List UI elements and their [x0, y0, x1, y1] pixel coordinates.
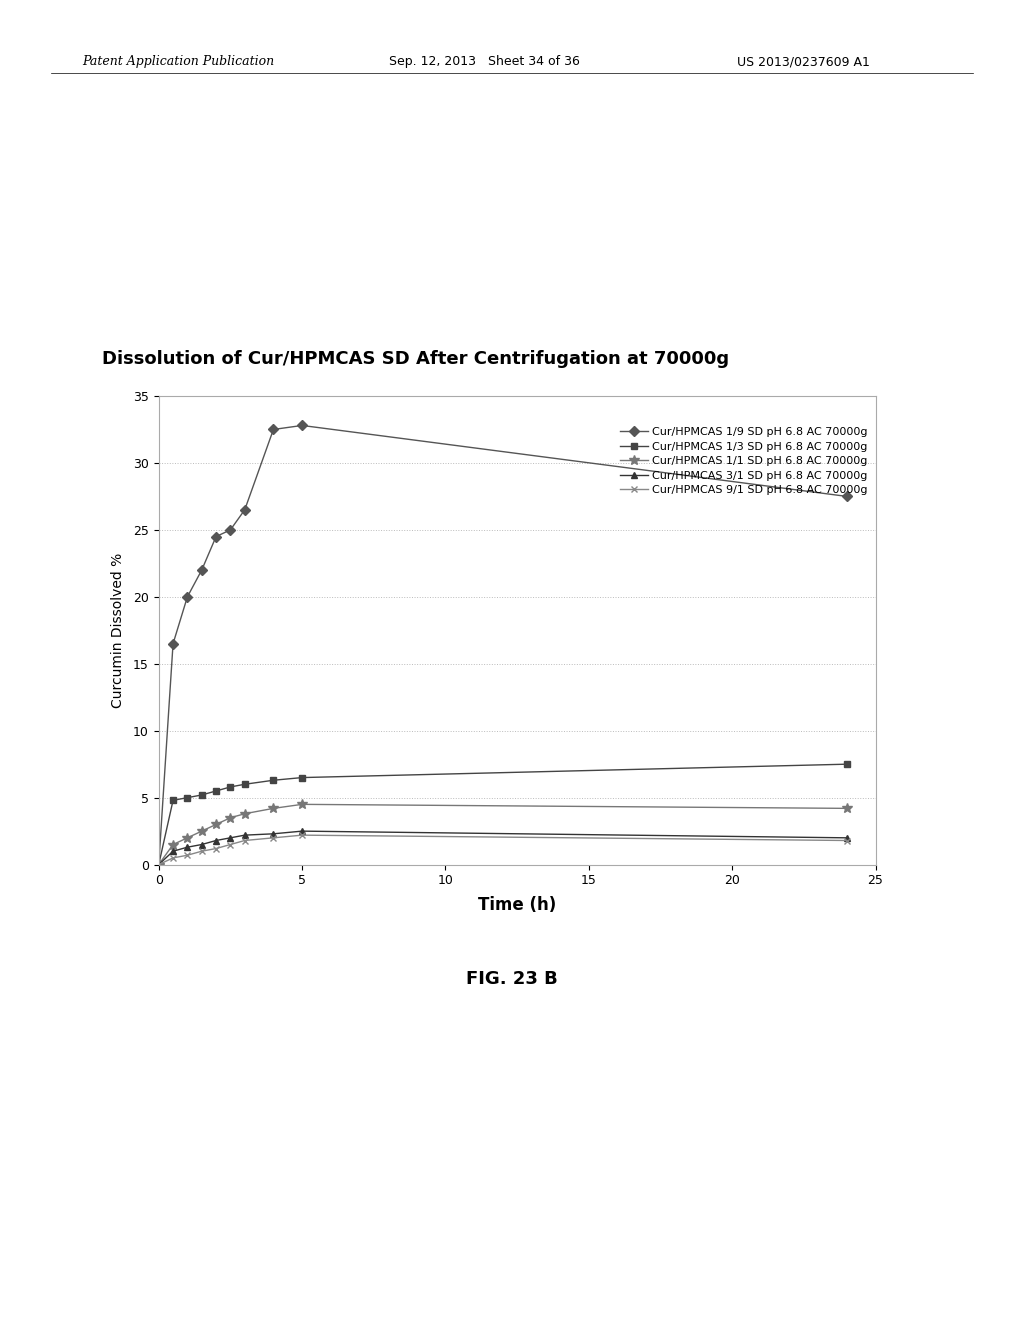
Y-axis label: Curcumin Dissolved %: Curcumin Dissolved %: [111, 553, 125, 708]
Cur/HPMCAS 1/1 SD pH 6.8 AC 70000g: [181, 830, 194, 846]
Cur/HPMCAS 1/1 SD pH 6.8 AC 70000g: [239, 805, 251, 821]
Line: Cur/HPMCAS 1/1 SD pH 6.8 AC 70000g: Cur/HPMCAS 1/1 SD pH 6.8 AC 70000g: [154, 800, 852, 870]
Cur/HPMCAS 1/3 SD pH 6.8 AC 70000g: [224, 779, 237, 795]
Cur/HPMCAS 1/9 SD pH 6.8 AC 70000g: [224, 521, 237, 537]
Cur/HPMCAS 1/3 SD pH 6.8 AC 70000g: [181, 789, 194, 805]
Cur/HPMCAS 1/9 SD pH 6.8 AC 70000g: [210, 529, 222, 545]
Legend: Cur/HPMCAS 1/9 SD pH 6.8 AC 70000g, Cur/HPMCAS 1/3 SD pH 6.8 AC 70000g, Cur/HPMC: Cur/HPMCAS 1/9 SD pH 6.8 AC 70000g, Cur/…: [617, 425, 870, 498]
Cur/HPMCAS 3/1 SD pH 6.8 AC 70000g: [296, 824, 308, 840]
Cur/HPMCAS 1/1 SD pH 6.8 AC 70000g: [167, 837, 179, 853]
Cur/HPMCAS 1/3 SD pH 6.8 AC 70000g: [267, 772, 280, 788]
Cur/HPMCAS 3/1 SD pH 6.8 AC 70000g: [267, 826, 280, 842]
Cur/HPMCAS 1/3 SD pH 6.8 AC 70000g: [196, 787, 208, 803]
Cur/HPMCAS 1/3 SD pH 6.8 AC 70000g: [296, 770, 308, 785]
Cur/HPMCAS 1/3 SD pH 6.8 AC 70000g: [210, 783, 222, 799]
Cur/HPMCAS 1/1 SD pH 6.8 AC 70000g: [224, 809, 237, 826]
Line: Cur/HPMCAS 3/1 SD pH 6.8 AC 70000g: Cur/HPMCAS 3/1 SD pH 6.8 AC 70000g: [156, 828, 850, 869]
Text: Sep. 12, 2013   Sheet 34 of 36: Sep. 12, 2013 Sheet 34 of 36: [389, 55, 580, 69]
Cur/HPMCAS 1/9 SD pH 6.8 AC 70000g: [196, 562, 208, 578]
Cur/HPMCAS 1/1 SD pH 6.8 AC 70000g: [841, 800, 853, 816]
Cur/HPMCAS 9/1 SD pH 6.8 AC 70000g: [153, 857, 165, 873]
X-axis label: Time (h): Time (h): [478, 896, 556, 913]
Cur/HPMCAS 1/3 SD pH 6.8 AC 70000g: [167, 792, 179, 808]
Cur/HPMCAS 3/1 SD pH 6.8 AC 70000g: [167, 843, 179, 859]
Cur/HPMCAS 1/3 SD pH 6.8 AC 70000g: [153, 857, 165, 873]
Text: FIG. 23 B: FIG. 23 B: [466, 970, 558, 989]
Cur/HPMCAS 1/3 SD pH 6.8 AC 70000g: [239, 776, 251, 792]
Cur/HPMCAS 3/1 SD pH 6.8 AC 70000g: [210, 833, 222, 849]
Cur/HPMCAS 1/9 SD pH 6.8 AC 70000g: [239, 502, 251, 517]
Cur/HPMCAS 9/1 SD pH 6.8 AC 70000g: [267, 830, 280, 846]
Cur/HPMCAS 9/1 SD pH 6.8 AC 70000g: [210, 841, 222, 857]
Cur/HPMCAS 1/9 SD pH 6.8 AC 70000g: [153, 857, 165, 873]
Cur/HPMCAS 3/1 SD pH 6.8 AC 70000g: [239, 828, 251, 843]
Cur/HPMCAS 3/1 SD pH 6.8 AC 70000g: [153, 857, 165, 873]
Cur/HPMCAS 9/1 SD pH 6.8 AC 70000g: [196, 843, 208, 859]
Cur/HPMCAS 1/9 SD pH 6.8 AC 70000g: [181, 589, 194, 605]
Line: Cur/HPMCAS 1/3 SD pH 6.8 AC 70000g: Cur/HPMCAS 1/3 SD pH 6.8 AC 70000g: [156, 760, 850, 869]
Cur/HPMCAS 3/1 SD pH 6.8 AC 70000g: [841, 830, 853, 846]
Cur/HPMCAS 1/3 SD pH 6.8 AC 70000g: [841, 756, 853, 772]
Line: Cur/HPMCAS 1/9 SD pH 6.8 AC 70000g: Cur/HPMCAS 1/9 SD pH 6.8 AC 70000g: [156, 422, 850, 869]
Cur/HPMCAS 1/1 SD pH 6.8 AC 70000g: [210, 817, 222, 833]
Text: US 2013/0237609 A1: US 2013/0237609 A1: [737, 55, 870, 69]
Cur/HPMCAS 1/1 SD pH 6.8 AC 70000g: [196, 824, 208, 840]
Cur/HPMCAS 1/9 SD pH 6.8 AC 70000g: [296, 417, 308, 433]
Cur/HPMCAS 1/1 SD pH 6.8 AC 70000g: [153, 857, 165, 873]
Cur/HPMCAS 9/1 SD pH 6.8 AC 70000g: [239, 833, 251, 849]
Cur/HPMCAS 3/1 SD pH 6.8 AC 70000g: [181, 840, 194, 855]
Cur/HPMCAS 3/1 SD pH 6.8 AC 70000g: [196, 837, 208, 853]
Cur/HPMCAS 9/1 SD pH 6.8 AC 70000g: [181, 847, 194, 863]
Cur/HPMCAS 9/1 SD pH 6.8 AC 70000g: [296, 828, 308, 843]
Cur/HPMCAS 9/1 SD pH 6.8 AC 70000g: [224, 837, 237, 853]
Line: Cur/HPMCAS 9/1 SD pH 6.8 AC 70000g: Cur/HPMCAS 9/1 SD pH 6.8 AC 70000g: [156, 832, 850, 869]
Cur/HPMCAS 1/9 SD pH 6.8 AC 70000g: [841, 488, 853, 504]
Cur/HPMCAS 1/1 SD pH 6.8 AC 70000g: [267, 800, 280, 816]
Cur/HPMCAS 9/1 SD pH 6.8 AC 70000g: [841, 833, 853, 849]
Cur/HPMCAS 1/9 SD pH 6.8 AC 70000g: [167, 636, 179, 652]
Cur/HPMCAS 3/1 SD pH 6.8 AC 70000g: [224, 830, 237, 846]
Cur/HPMCAS 9/1 SD pH 6.8 AC 70000g: [167, 850, 179, 866]
Cur/HPMCAS 1/1 SD pH 6.8 AC 70000g: [296, 796, 308, 812]
Cur/HPMCAS 1/9 SD pH 6.8 AC 70000g: [267, 421, 280, 437]
Text: Dissolution of Cur/HPMCAS SD After Centrifugation at 70000g: Dissolution of Cur/HPMCAS SD After Centr…: [102, 350, 729, 368]
Text: Patent Application Publication: Patent Application Publication: [82, 55, 274, 69]
